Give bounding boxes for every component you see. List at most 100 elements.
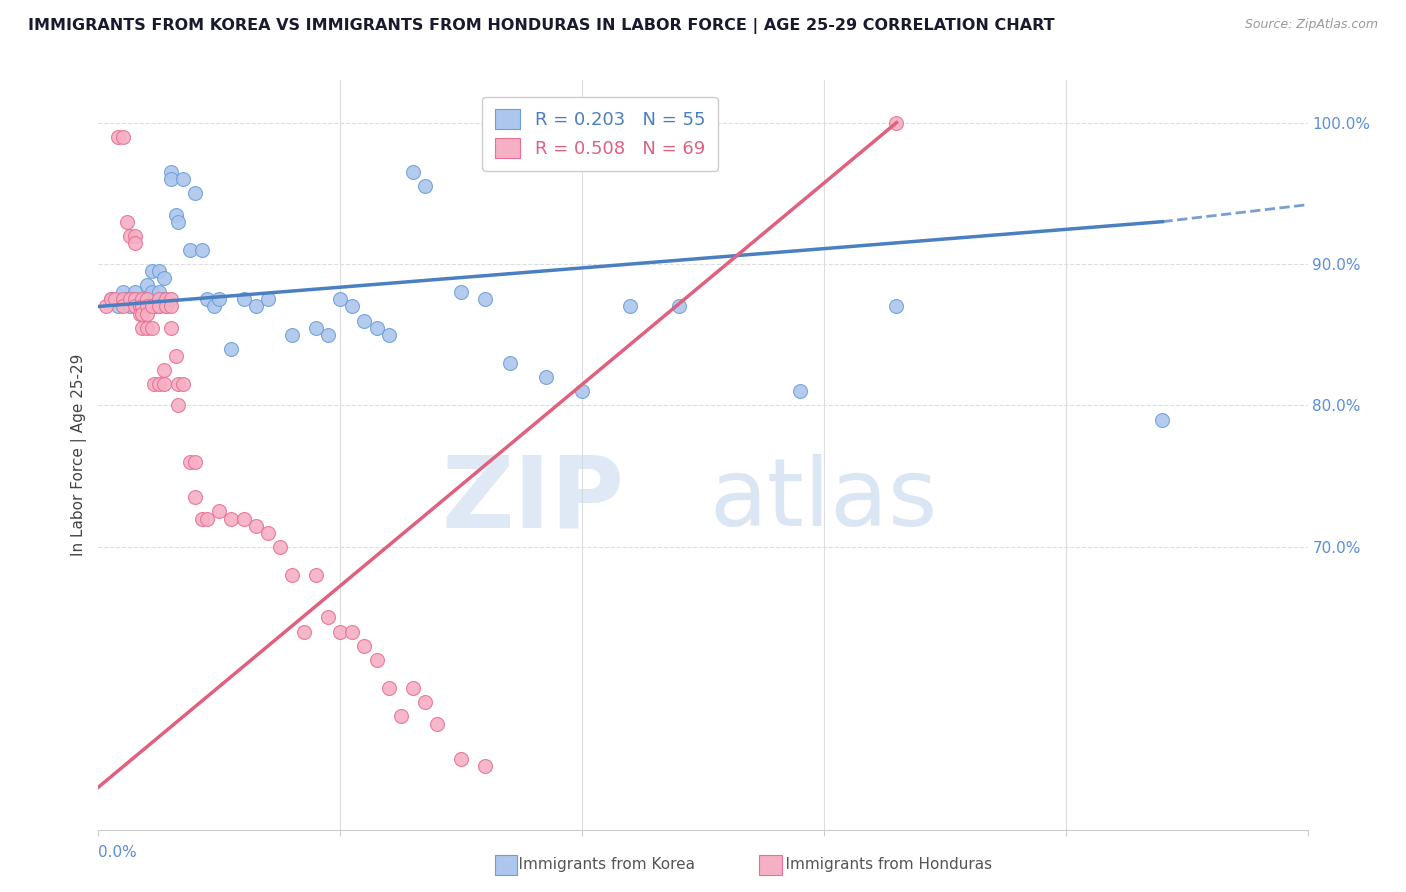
- Point: [135, 293, 157, 307]
- Point: [474, 293, 496, 307]
- Point: [148, 300, 170, 314]
- Point: [668, 300, 690, 314]
- Point: [128, 300, 150, 314]
- Point: [353, 639, 375, 653]
- Point: [204, 300, 226, 314]
- Bar: [495, 855, 517, 875]
- Y-axis label: In Labor Force | Age 25-29: In Labor Force | Age 25-29: [72, 354, 87, 556]
- Point: [155, 293, 177, 307]
- Point: [107, 300, 129, 314]
- Point: [118, 300, 141, 314]
- Point: [167, 377, 190, 392]
- Point: [305, 320, 328, 334]
- Point: [498, 356, 520, 370]
- Text: Source: ZipAtlas.com: Source: ZipAtlas.com: [1244, 18, 1378, 31]
- Point: [221, 511, 243, 525]
- Point: [131, 300, 153, 314]
- Point: [148, 300, 170, 314]
- Point: [232, 511, 254, 525]
- Point: [172, 377, 194, 392]
- Point: [131, 293, 153, 307]
- Point: [124, 285, 146, 300]
- Point: [160, 172, 183, 186]
- Point: [165, 349, 187, 363]
- Point: [402, 165, 425, 179]
- Point: [165, 208, 187, 222]
- Point: [160, 320, 183, 334]
- Point: [305, 568, 328, 582]
- Point: [377, 681, 399, 696]
- Point: [111, 129, 134, 144]
- Point: [155, 300, 177, 314]
- Point: [128, 307, 150, 321]
- Point: [111, 293, 134, 307]
- Point: [342, 300, 364, 314]
- Point: [118, 293, 141, 307]
- Point: [377, 327, 399, 342]
- Point: [152, 271, 174, 285]
- Point: [281, 568, 304, 582]
- Point: [281, 327, 304, 342]
- Point: [152, 377, 174, 392]
- Point: [94, 300, 117, 314]
- Point: [107, 129, 129, 144]
- Point: [124, 293, 146, 307]
- Point: [135, 300, 157, 314]
- Point: [184, 455, 207, 469]
- Point: [124, 235, 146, 250]
- Point: [131, 307, 153, 321]
- Point: [316, 327, 339, 342]
- Bar: [759, 855, 782, 875]
- Point: [111, 300, 134, 314]
- Point: [389, 709, 412, 723]
- Point: [413, 179, 436, 194]
- Point: [413, 695, 436, 709]
- Point: [148, 264, 170, 278]
- Point: [353, 313, 375, 327]
- Point: [245, 300, 267, 314]
- Point: [474, 759, 496, 773]
- Point: [571, 384, 593, 399]
- Point: [143, 300, 166, 314]
- Point: [160, 300, 183, 314]
- Point: [208, 293, 231, 307]
- Point: [232, 293, 254, 307]
- Point: [195, 511, 218, 525]
- Point: [402, 681, 425, 696]
- Text: Immigrants from Korea: Immigrants from Korea: [499, 857, 695, 872]
- Point: [160, 293, 183, 307]
- Point: [523, 116, 546, 130]
- Point: [135, 307, 157, 321]
- Point: [886, 300, 908, 314]
- Point: [195, 293, 218, 307]
- Point: [124, 293, 146, 307]
- Point: [534, 370, 557, 384]
- Point: [124, 228, 146, 243]
- Point: [886, 116, 908, 130]
- Point: [256, 293, 278, 307]
- Text: atlas: atlas: [710, 454, 938, 546]
- Point: [269, 540, 291, 554]
- Point: [366, 320, 388, 334]
- Point: [141, 300, 163, 314]
- Point: [135, 278, 157, 293]
- Point: [167, 214, 190, 228]
- Point: [342, 624, 364, 639]
- Point: [221, 342, 243, 356]
- Point: [172, 172, 194, 186]
- Point: [131, 320, 153, 334]
- Point: [104, 293, 127, 307]
- Point: [131, 293, 153, 307]
- Text: Immigrants from Honduras: Immigrants from Honduras: [766, 857, 993, 872]
- Text: IMMIGRANTS FROM KOREA VS IMMIGRANTS FROM HONDURAS IN LABOR FORCE | AGE 25-29 COR: IMMIGRANTS FROM KOREA VS IMMIGRANTS FROM…: [28, 18, 1054, 34]
- Point: [141, 264, 163, 278]
- Point: [184, 186, 207, 201]
- Point: [245, 518, 267, 533]
- Legend: R = 0.203   N = 55, R = 0.508   N = 69: R = 0.203 N = 55, R = 0.508 N = 69: [482, 97, 718, 171]
- Point: [619, 300, 641, 314]
- Point: [152, 293, 174, 307]
- Point: [179, 243, 201, 257]
- Point: [148, 285, 170, 300]
- Text: ZIP: ZIP: [441, 451, 624, 549]
- Point: [100, 293, 122, 307]
